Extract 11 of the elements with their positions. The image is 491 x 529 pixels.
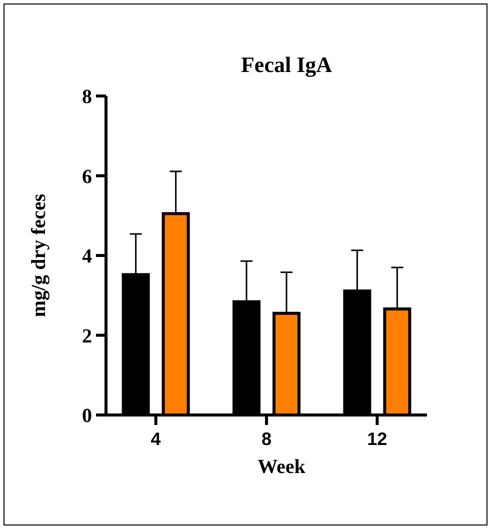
y-tick-label: 8 xyxy=(82,86,92,108)
y-axis-title: mg/g dry feces xyxy=(28,194,50,318)
x-tick-label: 4 xyxy=(150,429,161,449)
chart-title: Fecal IgA xyxy=(240,52,332,77)
x-tick-label: 12 xyxy=(367,429,388,449)
x-axis-title: Week xyxy=(258,456,306,478)
x-tick-label: 8 xyxy=(261,429,272,449)
y-tick-label: 2 xyxy=(82,325,92,348)
y-tick-label: 4 xyxy=(82,246,92,268)
y-tick-label: 0 xyxy=(82,405,92,427)
y-tick-label: 6 xyxy=(82,166,92,188)
